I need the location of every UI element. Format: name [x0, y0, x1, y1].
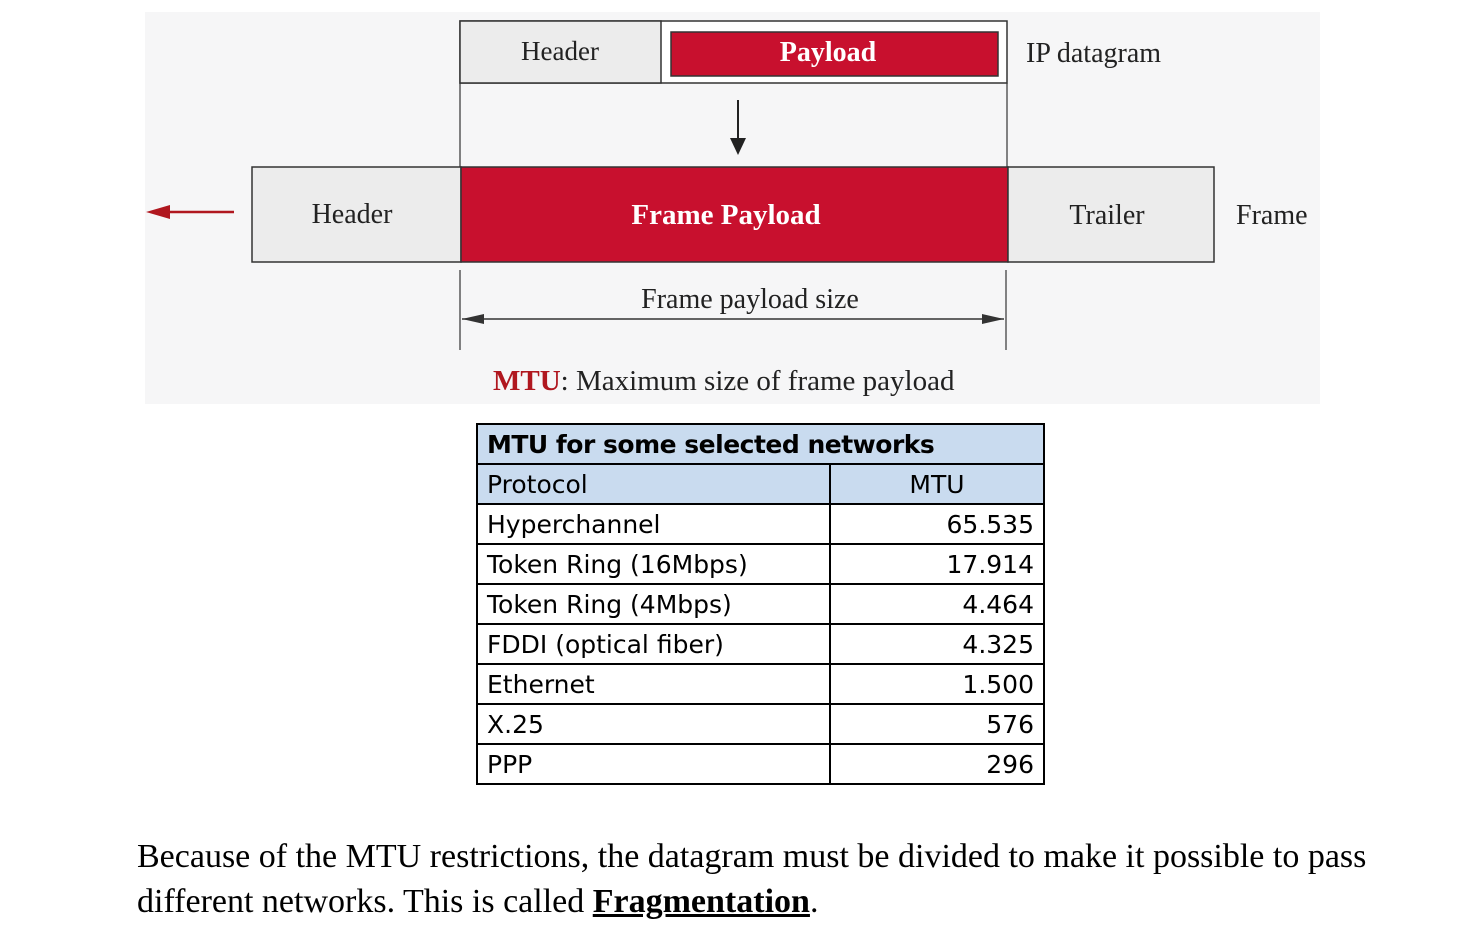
frame-payload-box: [460, 166, 1009, 263]
protocol-cell: X.25: [476, 703, 831, 745]
ip-datagram: Header Payload IP datagram: [459, 20, 1161, 84]
note-text: Because of the MTU restrictions, the dat…: [137, 838, 1367, 920]
mtu-cell: 4.464: [829, 583, 1045, 625]
column-header-mtu: MTU: [829, 463, 1045, 505]
frame: Header Frame Payload Trailer Frame: [251, 166, 1308, 263]
frame-trailer-label: Trailer: [1069, 200, 1145, 231]
table-row: X.25 576: [476, 703, 1045, 745]
mtu-cell: 65.535: [829, 503, 1045, 545]
table-row: Token Ring (16Mbps) 17.914: [476, 543, 1045, 585]
protocol-cell: Token Ring (4Mbps): [476, 583, 831, 625]
frame-trailer-box: [1007, 166, 1215, 263]
mtu-cell: 4.325: [829, 623, 1045, 665]
frame-header-box: [251, 166, 462, 263]
mtu-cell: 576: [829, 703, 1045, 745]
frame-diagram: Header Payload IP datagram Header Frame …: [145, 12, 1320, 404]
ip-datagram-label: IP datagram: [1026, 38, 1161, 69]
protocol-cell: PPP: [476, 743, 831, 785]
note-period: .: [809, 883, 819, 920]
payload-size-dimension: Frame payload size: [459, 270, 1007, 350]
mtu-term: MTU: [493, 365, 561, 397]
frame-payload-label: Frame Payload: [631, 199, 820, 231]
protocol-cell: Hyperchannel: [476, 503, 831, 545]
mtu-cell: 296: [829, 743, 1045, 785]
down-arrow-icon: [730, 100, 746, 155]
fragmentation-term: Fragmentation: [592, 883, 810, 920]
left-arrow-icon: [146, 205, 234, 219]
fragmentation-note: Because of the MTU restrictions, the dat…: [137, 834, 1437, 924]
table-row: PPP 296: [476, 743, 1045, 785]
frame-header-label: Header: [312, 199, 394, 230]
protocol-cell: Token Ring (16Mbps): [476, 543, 831, 585]
table-row: Ethernet 1.500: [476, 663, 1045, 705]
table-header-row: Protocol MTU: [476, 463, 1045, 505]
mtu-definition-text: : Maximum size of frame payload: [561, 365, 955, 397]
ip-header-label: Header: [521, 36, 599, 66]
table-row: FDDI (optical fiber) 4.325: [476, 623, 1045, 665]
payload-size-label: Frame payload size: [641, 284, 859, 315]
table-title: MTU for some selected networks: [476, 423, 1045, 465]
mtu-cell: 17.914: [829, 543, 1045, 585]
ip-header-cell: [459, 20, 662, 84]
mtu-cell: 1.500: [829, 663, 1045, 705]
protocol-cell: FDDI (optical fiber): [476, 623, 831, 665]
mtu-definition: MTU: Maximum size of frame payload: [493, 365, 955, 397]
column-header-protocol: Protocol: [476, 463, 831, 505]
table-title-row: MTU for some selected networks: [476, 423, 1045, 465]
table-row: Hyperchannel 65.535: [476, 503, 1045, 545]
table-row: Token Ring (4Mbps) 4.464: [476, 583, 1045, 625]
ip-payload-label: Payload: [780, 37, 877, 68]
protocol-cell: Ethernet: [476, 663, 831, 705]
ip-payload-box: [670, 31, 999, 77]
frame-label: Frame: [1236, 200, 1308, 231]
mtu-table: MTU for some selected networks Protocol …: [476, 423, 1045, 785]
